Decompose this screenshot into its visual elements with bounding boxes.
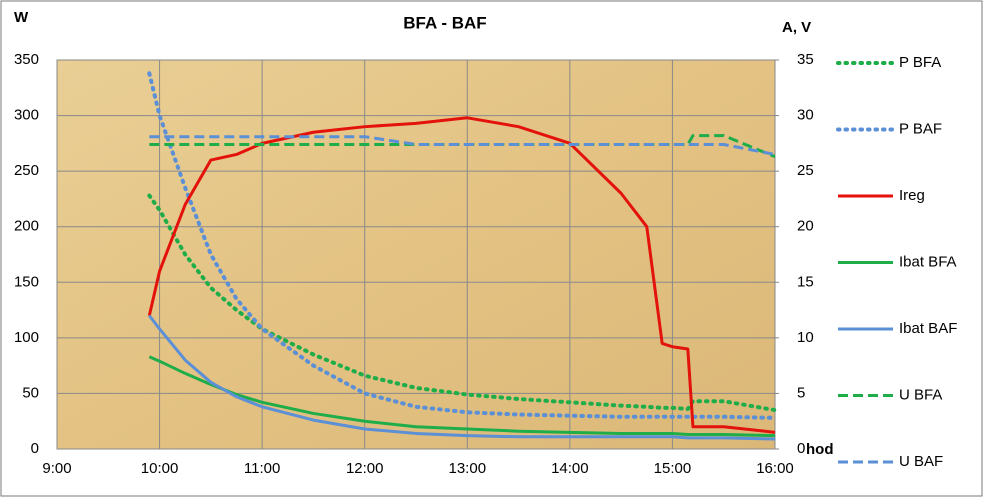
legend-label: U BFA	[899, 386, 942, 403]
y2-tick-label: 5	[797, 384, 805, 401]
y-tick-label: 300	[14, 107, 39, 124]
series-line	[147, 116, 776, 434]
series-line	[149, 134, 776, 159]
y-tick-label: 250	[14, 162, 39, 179]
y-tick-label: 150	[14, 273, 39, 290]
x-tick-label: 10:00	[141, 460, 179, 477]
y2-tick-label: 30	[797, 107, 814, 124]
y-axis-label: W	[14, 9, 29, 26]
legend-label: P BAF	[899, 120, 942, 137]
y-tick-label: 200	[14, 218, 39, 235]
x-tick-label: 16:00	[756, 460, 794, 477]
y-tick-label: 0	[31, 440, 39, 457]
series-line	[147, 71, 777, 420]
y2-tick-label: 20	[797, 218, 814, 235]
series-line	[147, 193, 777, 413]
plot-frame	[56, 59, 776, 450]
legend-label: Ireg	[899, 187, 925, 204]
x-tick-label: 14:00	[551, 460, 589, 477]
legend-label: Ibat BAF	[899, 320, 957, 337]
x-tick-label: 9:00	[42, 460, 71, 477]
legend-label: U BAF	[899, 453, 943, 470]
y2-tick-label: 25	[797, 162, 814, 179]
y2-axis-label: A, V	[782, 19, 811, 36]
series-line	[149, 135, 776, 156]
x-tick-label: 15:00	[654, 460, 692, 477]
y2-tick-label: 0	[797, 440, 805, 457]
series-line	[148, 314, 776, 441]
legend-label: P BFA	[899, 54, 941, 71]
y2-tick-label: 15	[797, 273, 814, 290]
y-tick-label: 100	[14, 329, 39, 346]
x-tick-label: 12:00	[346, 460, 384, 477]
legend-label: Ibat BFA	[899, 253, 957, 270]
y2-tick-label: 10	[797, 329, 814, 346]
x-tick-label: 11:00	[244, 460, 280, 477]
x-axis-label: hod	[806, 441, 834, 458]
y-tick-label: 350	[14, 51, 39, 68]
y2-tick-label: 35	[797, 51, 814, 68]
x-tick-label: 13:00	[449, 460, 487, 477]
chart-title: BFA - BAF	[403, 13, 486, 32]
y-tick-label: 50	[22, 384, 39, 401]
